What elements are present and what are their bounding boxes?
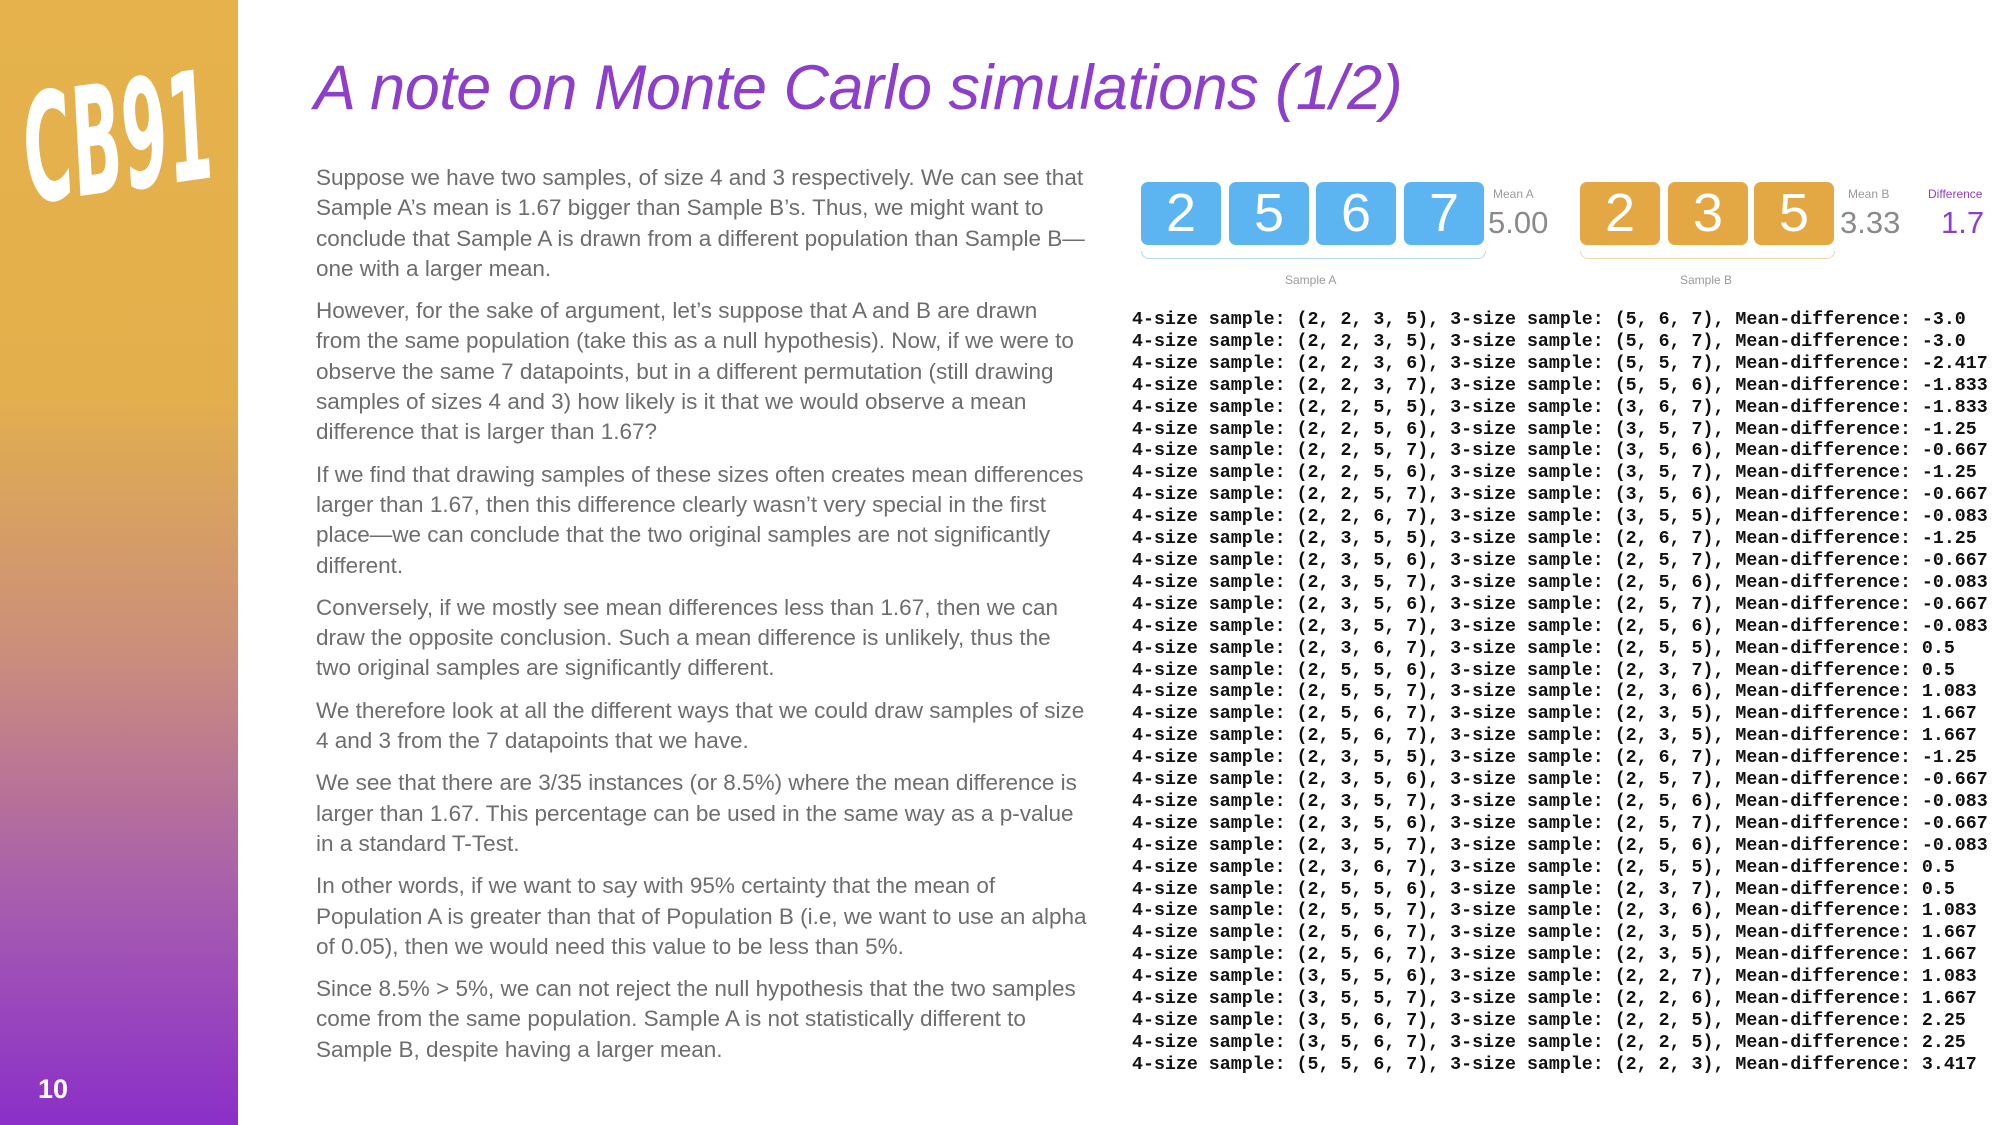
simulation-line: 4-size sample: (2, 3, 5, 7), 3-size samp…: [1132, 791, 1988, 812]
simulation-line: 4-size sample: (2, 3, 5, 5), 3-size samp…: [1132, 748, 1977, 769]
page-number: 10: [38, 1074, 69, 1104]
sidebar: CB91 10: [0, 0, 238, 1125]
simulation-line: 4-size sample: (2, 5, 6, 7), 3-size samp…: [1132, 923, 1977, 944]
simulation-line: 4-size sample: (2, 5, 6, 7), 3-size samp…: [1132, 704, 1977, 725]
simulation-line: 4-size sample: (2, 2, 5, 7), 3-size samp…: [1132, 485, 1988, 506]
simulation-line: 4-size sample: (2, 3, 5, 6), 3-size samp…: [1132, 813, 1988, 834]
difference: 1.7: [1941, 205, 1985, 240]
sample-b-value: 5: [1754, 182, 1834, 245]
simulation-line: 4-size sample: (2, 3, 5, 6), 3-size samp…: [1132, 550, 1988, 571]
sample-a-value: 7: [1404, 182, 1484, 245]
simulation-line: 4-size sample: (2, 5, 5, 7), 3-size samp…: [1132, 901, 1977, 922]
simulation-line: 4-size sample: (2, 3, 6, 7), 3-size samp…: [1132, 638, 1955, 659]
simulation-line: 4-size sample: (2, 2, 5, 6), 3-size samp…: [1132, 463, 1977, 484]
simulation-line: 4-size sample: (3, 5, 5, 7), 3-size samp…: [1132, 989, 1977, 1010]
paragraph: However, for the sake of argument, let’s…: [316, 298, 1074, 445]
sample-b-label: Sample B: [1680, 273, 1733, 287]
simulation-line: 4-size sample: (2, 2, 5, 5), 3-size samp…: [1132, 397, 1988, 418]
simulation-line: 4-size sample: (2, 2, 6, 7), 3-size samp…: [1132, 507, 1988, 528]
simulation-line: 4-size sample: (2, 5, 6, 7), 3-size samp…: [1132, 945, 1977, 966]
mean-a-label: Mean A: [1493, 187, 1534, 201]
simulation-line: 4-size sample: (2, 3, 6, 7), 3-size samp…: [1132, 857, 1955, 878]
mean-b: 3.33: [1840, 205, 1901, 240]
simulation-line: 4-size sample: (2, 3, 5, 7), 3-size samp…: [1132, 572, 1988, 593]
simulation-line: 4-size sample: (3, 5, 6, 7), 3-size samp…: [1132, 1011, 1966, 1031]
paragraph: Suppose we have two samples, of size 4 a…: [316, 165, 1085, 281]
simulation-line: 4-size sample: (5, 5, 6, 7), 3-size samp…: [1132, 1054, 1977, 1075]
logo: CB91: [18, 40, 218, 220]
simulation-output: 4-size sample: (2, 2, 3, 5), 3-size samp…: [1132, 310, 1988, 1077]
sample-b-brace: [1580, 251, 1835, 259]
simulation-line: 4-size sample: (2, 3, 5, 6), 3-size samp…: [1132, 594, 1988, 615]
simulation-line: 4-size sample: (2, 2, 3, 7), 3-size samp…: [1132, 375, 1988, 396]
mean-a: 5.00: [1488, 205, 1549, 240]
slide-title: A note on Monte Carlo simulations (1/2): [314, 53, 1403, 123]
paragraph: We see that there are 3/35 instances (or…: [316, 770, 1077, 856]
simulation-line: 4-size sample: (2, 2, 3, 6), 3-size samp…: [1132, 353, 1988, 374]
sample-a-label: Sample A: [1285, 273, 1337, 287]
simulation-line: 4-size sample: (2, 3, 5, 7), 3-size samp…: [1132, 616, 1988, 637]
simulation-line: 4-size sample: (2, 3, 5, 5), 3-size samp…: [1132, 529, 1977, 550]
sample-a-value: 5: [1229, 182, 1309, 245]
simulation-line: 4-size sample: (2, 5, 5, 6), 3-size samp…: [1132, 660, 1955, 681]
simulation-line: 4-size sample: (2, 2, 3, 5), 3-size samp…: [1132, 331, 1966, 352]
difference-label: Difference: [1928, 187, 1983, 201]
simulation-line: 4-size sample: (2, 5, 5, 6), 3-size samp…: [1132, 879, 1955, 900]
simulation-line: 4-size sample: (2, 3, 5, 7), 3-size samp…: [1132, 835, 1988, 856]
sample-a-brace: [1141, 251, 1486, 259]
sample-b-value: 3: [1668, 182, 1748, 245]
simulation-line: 4-size sample: (2, 5, 6, 7), 3-size samp…: [1132, 726, 1977, 747]
sample-a-value: 6: [1316, 182, 1396, 245]
sample-diagram: Mean A 5.00 Sample A Mean B 3.33 Sample …: [1130, 175, 2000, 295]
paragraph: Since 8.5% > 5%, we can not reject the n…: [316, 976, 1076, 1062]
mean-b-label: Mean B: [1848, 187, 1890, 201]
simulation-line: 4-size sample: (2, 2, 5, 7), 3-size samp…: [1132, 441, 1988, 462]
paragraph: We therefore look at all the different w…: [316, 697, 1085, 754]
logo-text: CB91: [18, 40, 218, 220]
sample-b-value: 2: [1580, 182, 1660, 245]
body-text: Suppose we have two samples, of size 4 a…: [316, 163, 1088, 1077]
simulation-line: 4-size sample: (3, 5, 5, 6), 3-size samp…: [1132, 967, 1977, 988]
paragraph: In other words, if we want to say with 9…: [316, 873, 1087, 959]
sample-a-value: 2: [1141, 182, 1221, 245]
simulation-line: 4-size sample: (3, 5, 6, 7), 3-size samp…: [1132, 1032, 1966, 1053]
simulation-line: 4-size sample: (2, 2, 5, 6), 3-size samp…: [1132, 419, 1977, 440]
simulation-line: 4-size sample: (2, 2, 3, 5), 3-size samp…: [1132, 310, 1966, 330]
simulation-line: 4-size sample: (2, 3, 5, 6), 3-size samp…: [1132, 770, 1988, 791]
simulation-line: 4-size sample: (2, 5, 5, 7), 3-size samp…: [1132, 682, 1977, 703]
paragraph: Conversely, if we mostly see mean differ…: [316, 594, 1059, 681]
paragraph: If we find that drawing samples of these…: [316, 461, 1084, 578]
